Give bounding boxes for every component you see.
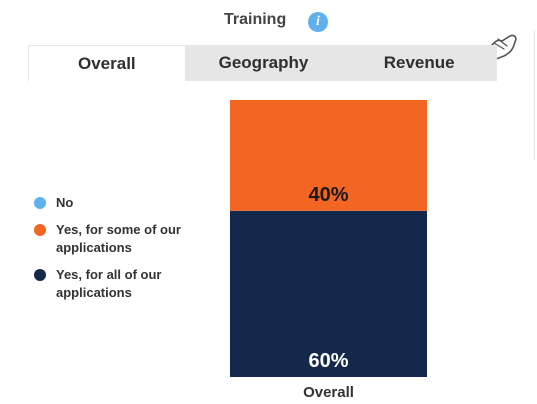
x-tick-label: Overall: [303, 384, 354, 401]
legend-label-no: No: [56, 195, 74, 210]
tab-revenue[interactable]: Revenue: [383, 53, 455, 72]
bar-segment-yes-for-all-of-our-applications[interactable]: [230, 210, 427, 377]
legend-label-all: Yes, for all of our applications: [56, 267, 162, 300]
tab-overall[interactable]: Overall: [28, 45, 186, 81]
legend-swatch-all: [34, 269, 46, 281]
data-label-yes-for-some-of-our-applications: 40%: [308, 184, 348, 206]
legend-item-some[interactable]: Yes, for some of our applications: [34, 221, 184, 257]
panel-divider: [534, 30, 535, 160]
chart-legend: No Yes, for some of our applications Yes…: [34, 194, 184, 311]
chart-header: Training i: [0, 8, 537, 34]
tab-bar: Overall Geography Revenue: [28, 45, 497, 81]
bar-segment-yes-for-some-of-our-applications[interactable]: [230, 100, 427, 211]
info-icon[interactable]: i: [308, 12, 328, 32]
tab-geography[interactable]: Geography: [218, 53, 309, 72]
legend-label-some: Yes, for some of our applications: [56, 222, 181, 255]
legend-swatch-no: [34, 197, 46, 209]
legend-item-all[interactable]: Yes, for all of our applications: [34, 266, 184, 302]
legend-swatch-some: [34, 224, 46, 236]
data-label-yes-for-all-of-our-applications: 60%: [308, 350, 348, 372]
legend-item-no[interactable]: No: [34, 194, 184, 212]
page-title: Training: [224, 11, 287, 28]
